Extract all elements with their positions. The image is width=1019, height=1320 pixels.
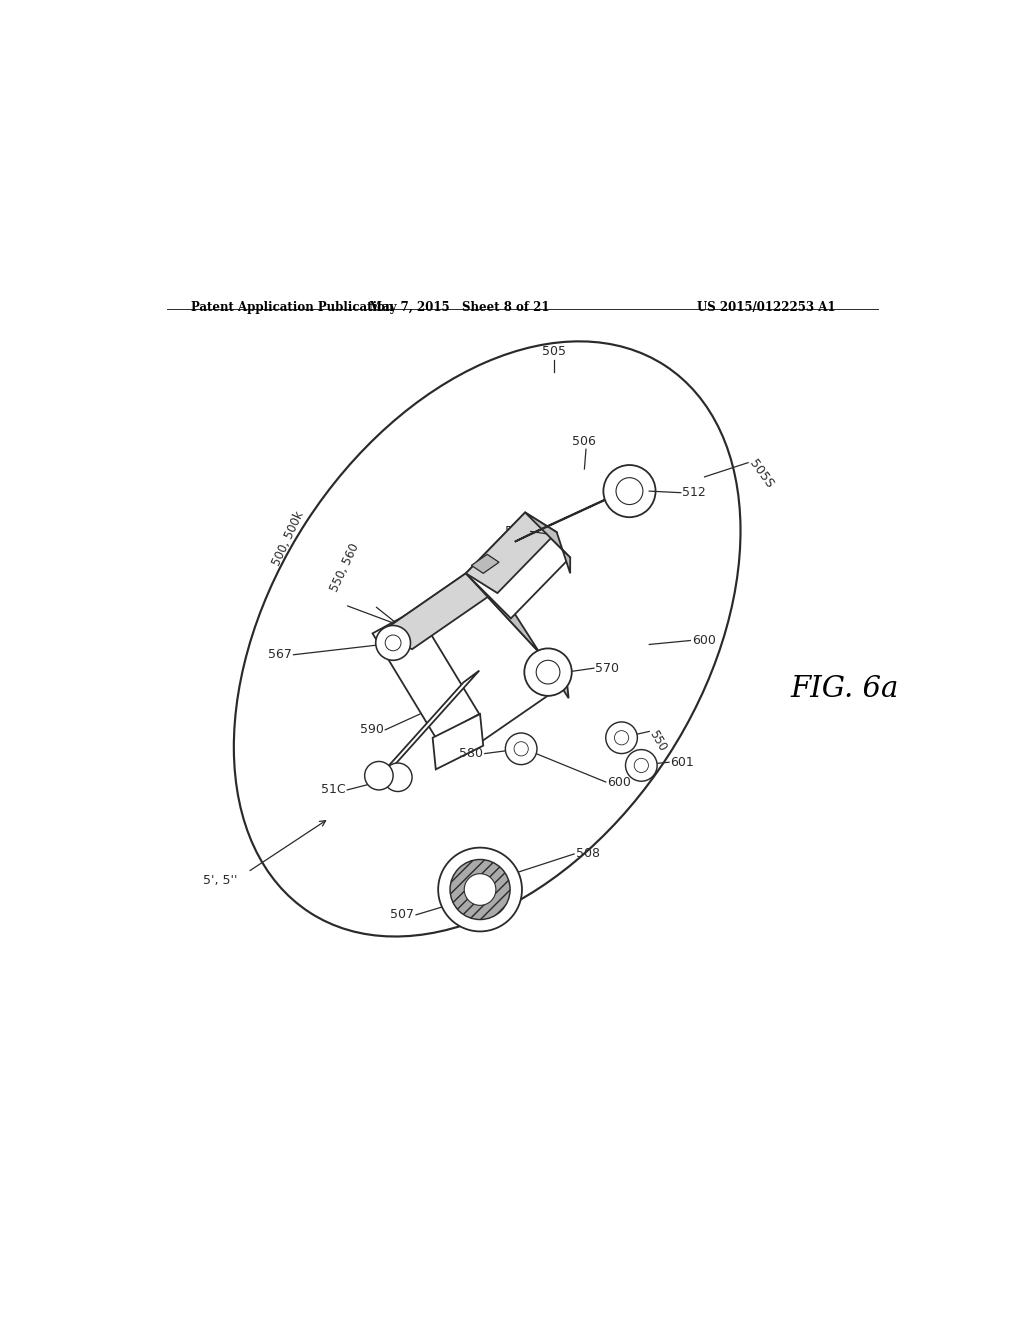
Polygon shape bbox=[525, 512, 570, 573]
Text: 580: 580 bbox=[459, 747, 483, 760]
Circle shape bbox=[449, 859, 510, 920]
Polygon shape bbox=[372, 610, 479, 738]
Text: 505: 505 bbox=[542, 346, 566, 358]
Circle shape bbox=[375, 626, 410, 660]
Text: 507: 507 bbox=[390, 908, 414, 921]
Text: 550, 560: 550, 560 bbox=[327, 541, 361, 594]
Circle shape bbox=[625, 750, 656, 781]
Text: Patent Application Publication: Patent Application Publication bbox=[191, 301, 393, 314]
Text: 51C: 51C bbox=[321, 783, 345, 796]
Text: 505S: 505S bbox=[746, 457, 775, 491]
Text: FIG. 6a: FIG. 6a bbox=[789, 675, 898, 702]
Ellipse shape bbox=[233, 342, 740, 936]
Text: May 7, 2015   Sheet 8 of 21: May 7, 2015 Sheet 8 of 21 bbox=[369, 301, 549, 314]
Circle shape bbox=[504, 733, 536, 764]
Text: 540: 540 bbox=[504, 525, 529, 539]
Circle shape bbox=[438, 847, 522, 932]
Polygon shape bbox=[432, 714, 483, 770]
Polygon shape bbox=[466, 512, 570, 618]
Circle shape bbox=[464, 874, 495, 906]
Polygon shape bbox=[471, 554, 498, 573]
Text: 601: 601 bbox=[669, 756, 694, 768]
Text: 600: 600 bbox=[691, 634, 715, 647]
Text: 508: 508 bbox=[575, 847, 599, 861]
Polygon shape bbox=[378, 573, 498, 649]
Polygon shape bbox=[380, 671, 479, 775]
Text: 570: 570 bbox=[595, 661, 619, 675]
Text: 512: 512 bbox=[682, 486, 705, 499]
Polygon shape bbox=[466, 573, 568, 698]
Text: 5', 5'': 5', 5'' bbox=[203, 874, 236, 887]
Circle shape bbox=[365, 762, 392, 789]
Polygon shape bbox=[515, 486, 633, 541]
Text: 500, 500k: 500, 500k bbox=[270, 510, 306, 568]
Text: 550: 550 bbox=[646, 729, 668, 754]
Text: 590: 590 bbox=[360, 723, 383, 737]
Circle shape bbox=[603, 465, 655, 517]
Text: 567: 567 bbox=[268, 648, 291, 661]
Polygon shape bbox=[378, 573, 567, 742]
Text: 600: 600 bbox=[606, 776, 631, 788]
Circle shape bbox=[524, 648, 572, 696]
Circle shape bbox=[383, 763, 412, 792]
Text: US 2015/0122253 A1: US 2015/0122253 A1 bbox=[696, 301, 835, 314]
Text: 509: 509 bbox=[483, 912, 506, 925]
Circle shape bbox=[605, 722, 637, 754]
Polygon shape bbox=[466, 512, 556, 593]
Text: 506: 506 bbox=[572, 434, 596, 447]
